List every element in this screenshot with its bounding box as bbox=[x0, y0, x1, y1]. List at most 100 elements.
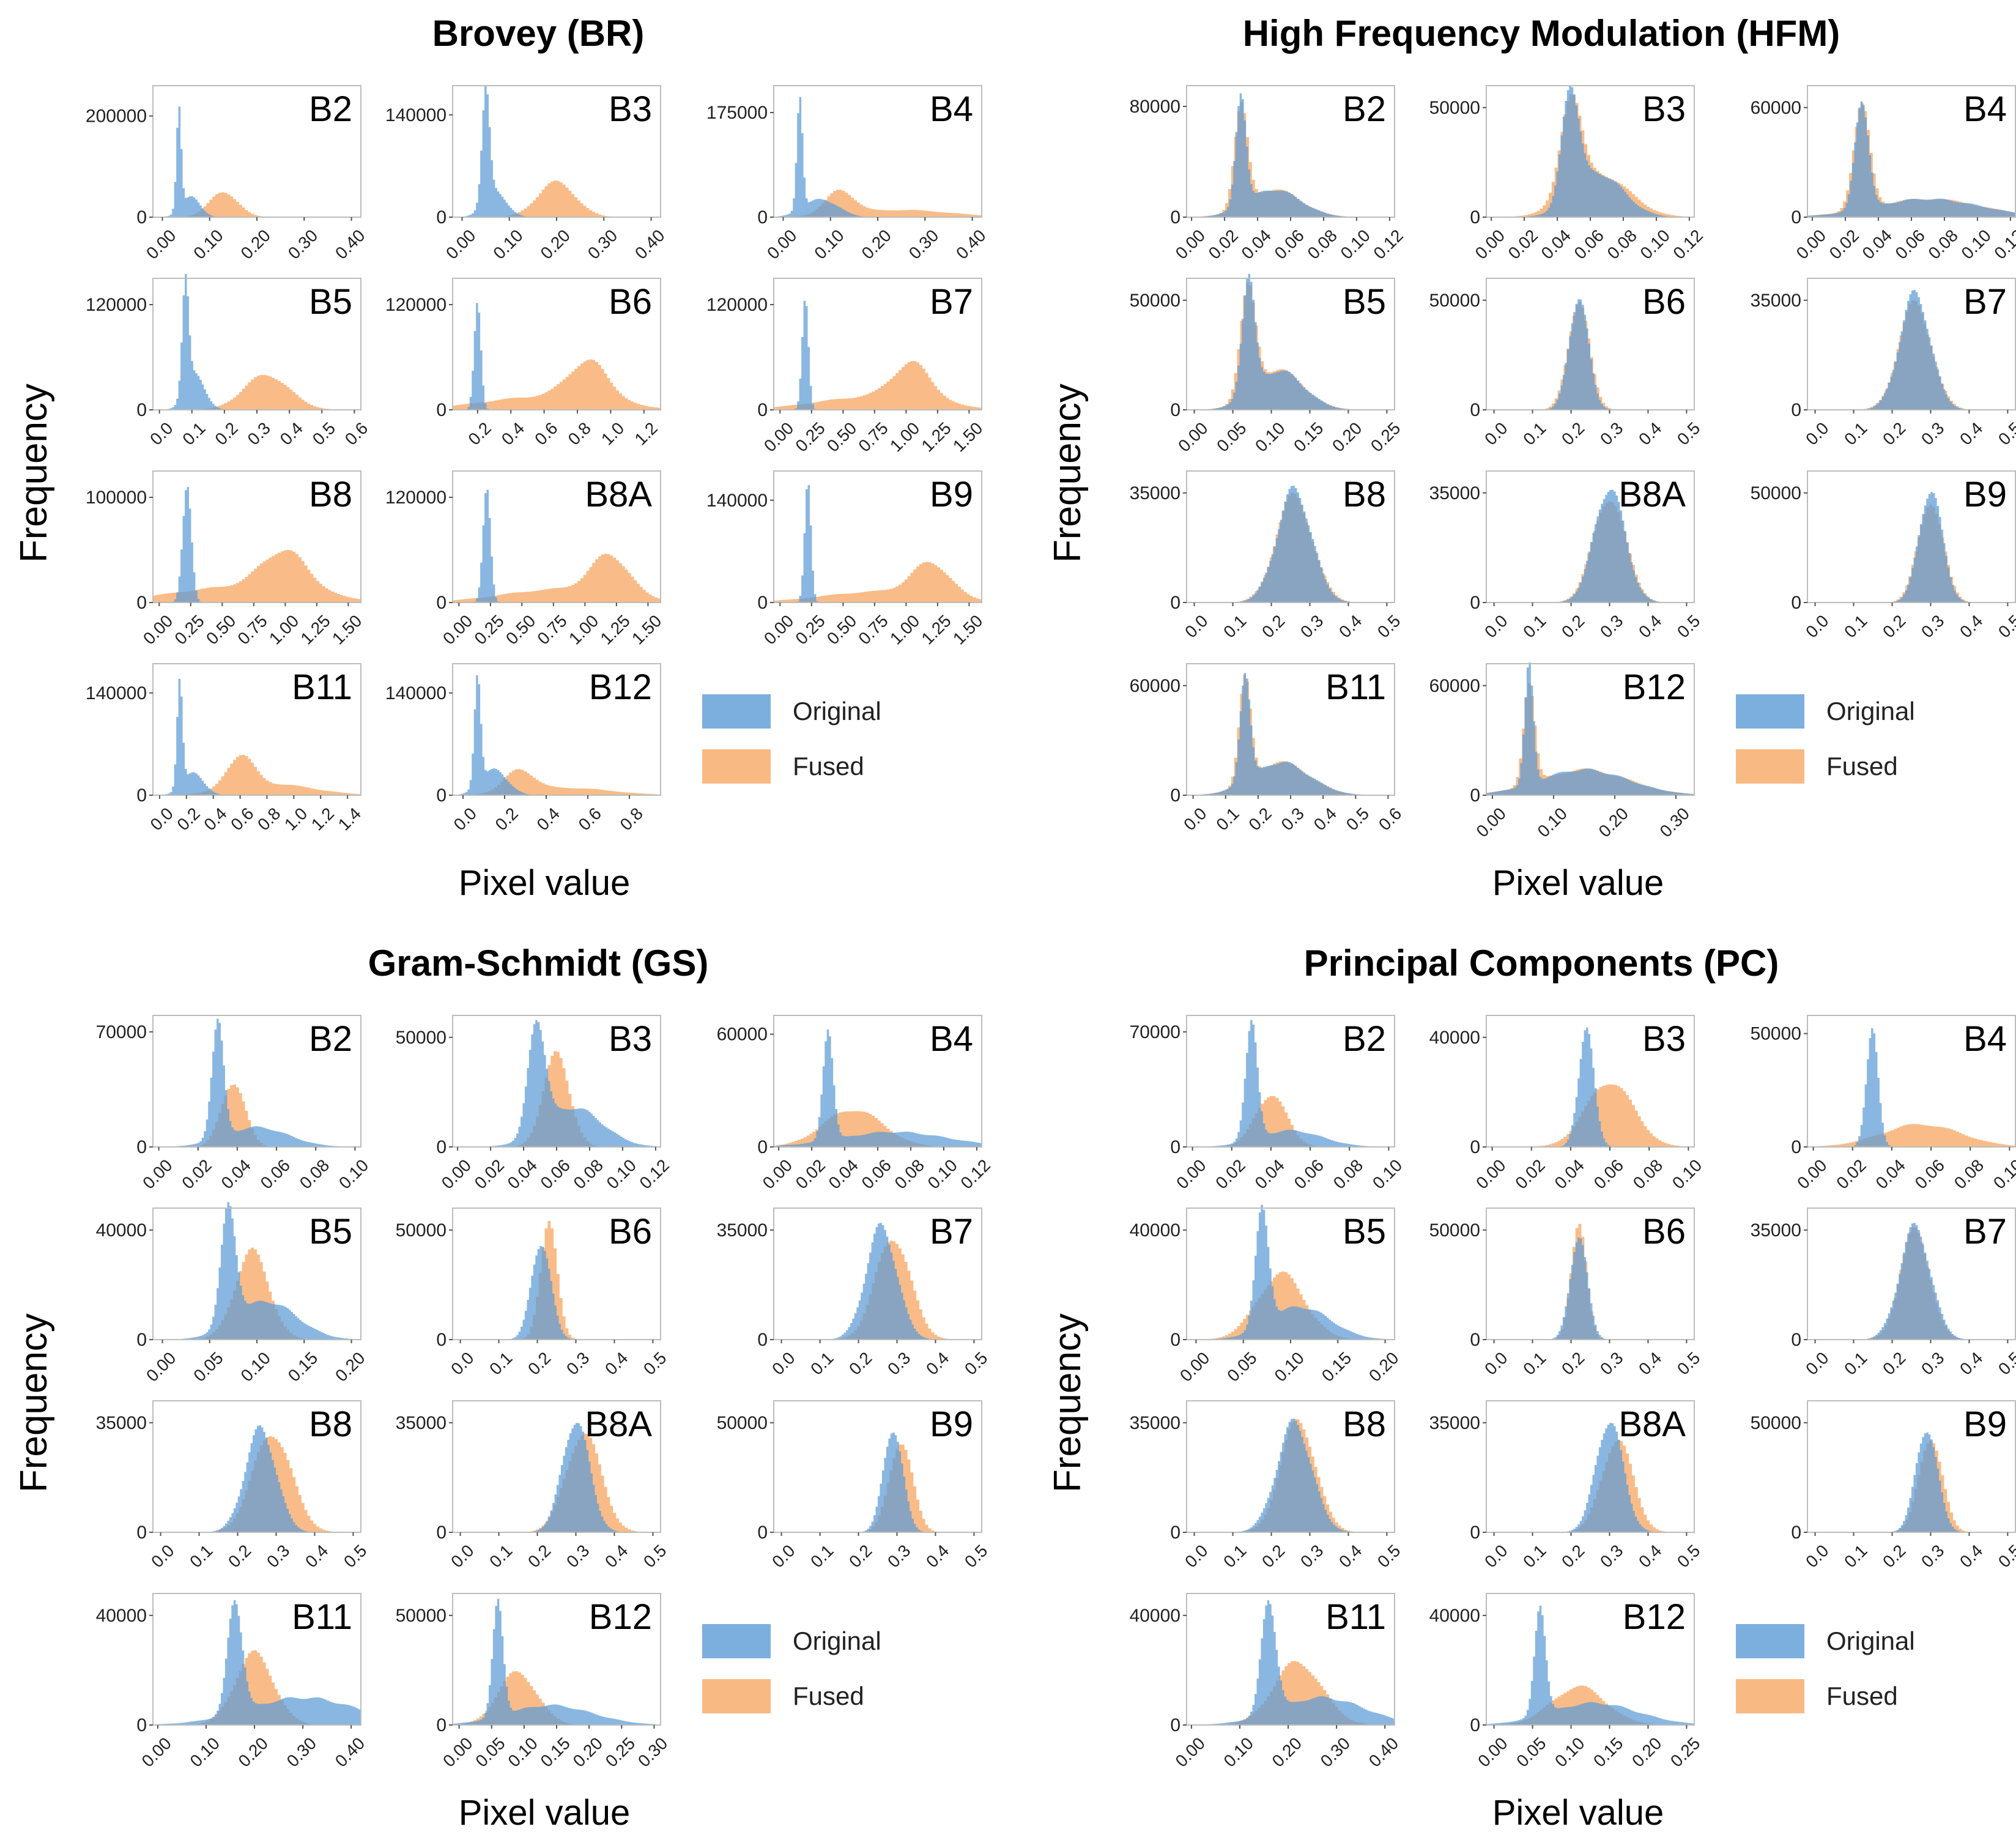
histogram-panel-b5: B5 0 120000 0.0 0.1 0.2 0.3 0.4 0.5 0.6 bbox=[86, 274, 371, 449]
original-histogram bbox=[1187, 486, 1395, 603]
x-tick-label: 0.4 bbox=[200, 804, 230, 834]
x-tick-label: 0.20 bbox=[237, 226, 274, 262]
histogram-panel-b4: B4 0 175000 0.00 0.10 0.20 0.30 0.40 bbox=[706, 85, 990, 263]
legend-label-original: Original bbox=[793, 1627, 881, 1655]
histogram-panel-b7: B7 0 120000 0.000.250.500.751.001.251.50 bbox=[706, 278, 986, 456]
axes-frame bbox=[152, 663, 361, 796]
axes-frame bbox=[1186, 1593, 1395, 1726]
x-tick-label: 0.04 bbox=[825, 1156, 862, 1192]
legend-label-fused: Fused bbox=[1826, 1682, 1898, 1710]
x-tick-label: 0.6 bbox=[1375, 804, 1405, 834]
original-histogram bbox=[1807, 101, 2015, 217]
x-tick-label: 0.0 bbox=[1481, 1541, 1511, 1571]
fused-histogram bbox=[453, 359, 661, 410]
x-tick-label: 0.4 bbox=[1635, 1541, 1665, 1571]
y-tick-label: 35000 bbox=[1751, 1220, 1801, 1241]
x-tick-label: 1.00 bbox=[565, 611, 602, 648]
histogram-panel-b8: B8 0 100000 0.000.250.500.751.001.251.50 bbox=[86, 470, 365, 648]
x-tick-label: 0.30 bbox=[283, 1734, 320, 1770]
y-tick-label: 0 bbox=[436, 1137, 447, 1157]
original-histogram bbox=[1187, 93, 1395, 217]
x-tick-label: 0.12 bbox=[1370, 226, 1407, 262]
x-tick-label: 0.5 bbox=[640, 1541, 670, 1571]
y-tick-label: 50000 bbox=[1130, 291, 1180, 311]
band-label: B8A bbox=[1618, 1404, 1686, 1444]
legend-swatch-original bbox=[702, 694, 771, 729]
x-tick-label: 0.4 bbox=[498, 418, 528, 448]
band-label: B8A bbox=[1618, 475, 1686, 514]
axes-frame bbox=[1486, 663, 1695, 796]
x-tick-label: 1.25 bbox=[297, 611, 333, 648]
histogram-panel-b8a: B8A 0 120000 0.000.250.500.751.001.251.50 bbox=[385, 470, 665, 648]
histogram-panel-b8: B8 0 35000 0.0 0.1 0.2 0.3 0.4 0.5 bbox=[1130, 470, 1404, 642]
x-tick-label: 0.1 bbox=[486, 1541, 516, 1571]
x-tick-label: 0.08 bbox=[1951, 1156, 1987, 1192]
x-tick-label: 0.0 bbox=[1802, 418, 1832, 448]
histogram-panel-b7: B7 0 35000 0.0 0.1 0.2 0.3 0.4 0.5 bbox=[1751, 278, 2016, 449]
x-tick-label: 0.05 bbox=[1223, 1348, 1260, 1385]
x-tick-label: 0.2 bbox=[1558, 418, 1588, 448]
x-tick-label: 0.10 bbox=[1669, 1156, 1705, 1192]
x-tick-label: 0.12 bbox=[1670, 226, 1707, 262]
quadrant-title: Gram-Schmidt (GS) bbox=[368, 943, 709, 984]
x-tick-label: 0.10 bbox=[1551, 1734, 1588, 1770]
x-tick-label: 0.1 bbox=[1519, 611, 1549, 641]
y-tick-label: 0 bbox=[1470, 1137, 1480, 1157]
x-tick-label: 0.00 bbox=[438, 1156, 475, 1192]
x-tick-label: 0.25 bbox=[791, 611, 828, 648]
axes-frame bbox=[773, 1208, 982, 1340]
legend-entry-fused: Fused bbox=[1736, 1679, 1932, 1716]
y-tick-label: 50000 bbox=[1429, 98, 1480, 118]
y-tick-label: 0 bbox=[757, 207, 768, 228]
x-tick-label: 0.5 bbox=[1374, 611, 1404, 641]
x-tick-label: 0.1 bbox=[807, 1348, 837, 1378]
legend-entry-original: Original bbox=[702, 694, 898, 731]
x-tick-label: 1.50 bbox=[949, 611, 986, 648]
x-tick-label: 0.00 bbox=[760, 418, 797, 455]
original-histogram bbox=[453, 303, 661, 410]
x-tick-label: 0.0 bbox=[447, 1541, 477, 1571]
x-tick-label: 0.5 bbox=[1673, 1541, 1703, 1571]
x-tick-label: 0.20 bbox=[1595, 804, 1632, 840]
y-tick-label: 0 bbox=[1170, 1523, 1180, 1543]
band-label: B11 bbox=[292, 1597, 352, 1637]
x-tick-label: 0.10 bbox=[190, 226, 226, 262]
x-tick-label: 0.25 bbox=[602, 1734, 639, 1770]
x-tick-label: 0.4 bbox=[276, 418, 306, 448]
y-tick-label: 60000 bbox=[1130, 676, 1180, 696]
x-tick-label: 0.4 bbox=[1956, 611, 1986, 641]
y-tick-label: 0 bbox=[1470, 207, 1480, 228]
y-tick-label: 0 bbox=[1170, 593, 1180, 613]
x-tick-label: 0.08 bbox=[1304, 226, 1341, 262]
histogram-panel-b2: B2 0 70000 0.00 0.02 0.04 0.06 0.08 0.10 bbox=[96, 1015, 372, 1193]
y-tick-label: 0 bbox=[1791, 1523, 1801, 1543]
y-tick-label: 0 bbox=[136, 1715, 147, 1735]
x-tick-label: 0.0 bbox=[147, 804, 177, 834]
y-tick-label: 0 bbox=[757, 1137, 768, 1157]
x-tick-label: 0.50 bbox=[823, 418, 860, 455]
band-label: B8 bbox=[1343, 1404, 1386, 1444]
x-tick-label: 0.4 bbox=[601, 1348, 631, 1378]
x-tick-label: 0.4 bbox=[1956, 1348, 1986, 1378]
x-tick-label: 0.06 bbox=[1590, 1156, 1627, 1192]
legend-label-original: Original bbox=[793, 697, 881, 725]
x-tick-label: 0.00 bbox=[1174, 418, 1211, 455]
fused-histogram bbox=[1486, 683, 1694, 795]
x-tick-label: 0.4 bbox=[922, 1541, 952, 1571]
y-tick-label: 0 bbox=[1470, 400, 1480, 420]
y-tick-label: 0 bbox=[136, 785, 147, 806]
x-tick-label: 0.5 bbox=[1995, 418, 2016, 448]
histogram-panel-b7: B7 0 35000 0.0 0.1 0.2 0.3 0.4 0.5 bbox=[717, 1208, 991, 1379]
x-tick-label: 0.1 bbox=[179, 418, 209, 448]
x-tick-label: 0.4 bbox=[1635, 611, 1665, 641]
x-tick-label: 0.2 bbox=[1879, 1348, 1909, 1378]
x-tick-label: 0.2 bbox=[524, 1348, 554, 1378]
histogram-panel-b9: B9 0 50000 0.0 0.1 0.2 0.3 0.4 0.5 bbox=[1751, 1400, 2016, 1571]
y-tick-label: 0 bbox=[436, 785, 447, 806]
band-label: B5 bbox=[309, 1212, 352, 1252]
y-tick-label: 35000 bbox=[1429, 483, 1480, 503]
x-tick-label: 1.00 bbox=[265, 611, 302, 648]
x-tick-label: 0.5 bbox=[340, 1541, 370, 1571]
x-tick-label: 0.06 bbox=[1571, 226, 1607, 262]
x-tick-label: 0.3 bbox=[1297, 611, 1327, 641]
